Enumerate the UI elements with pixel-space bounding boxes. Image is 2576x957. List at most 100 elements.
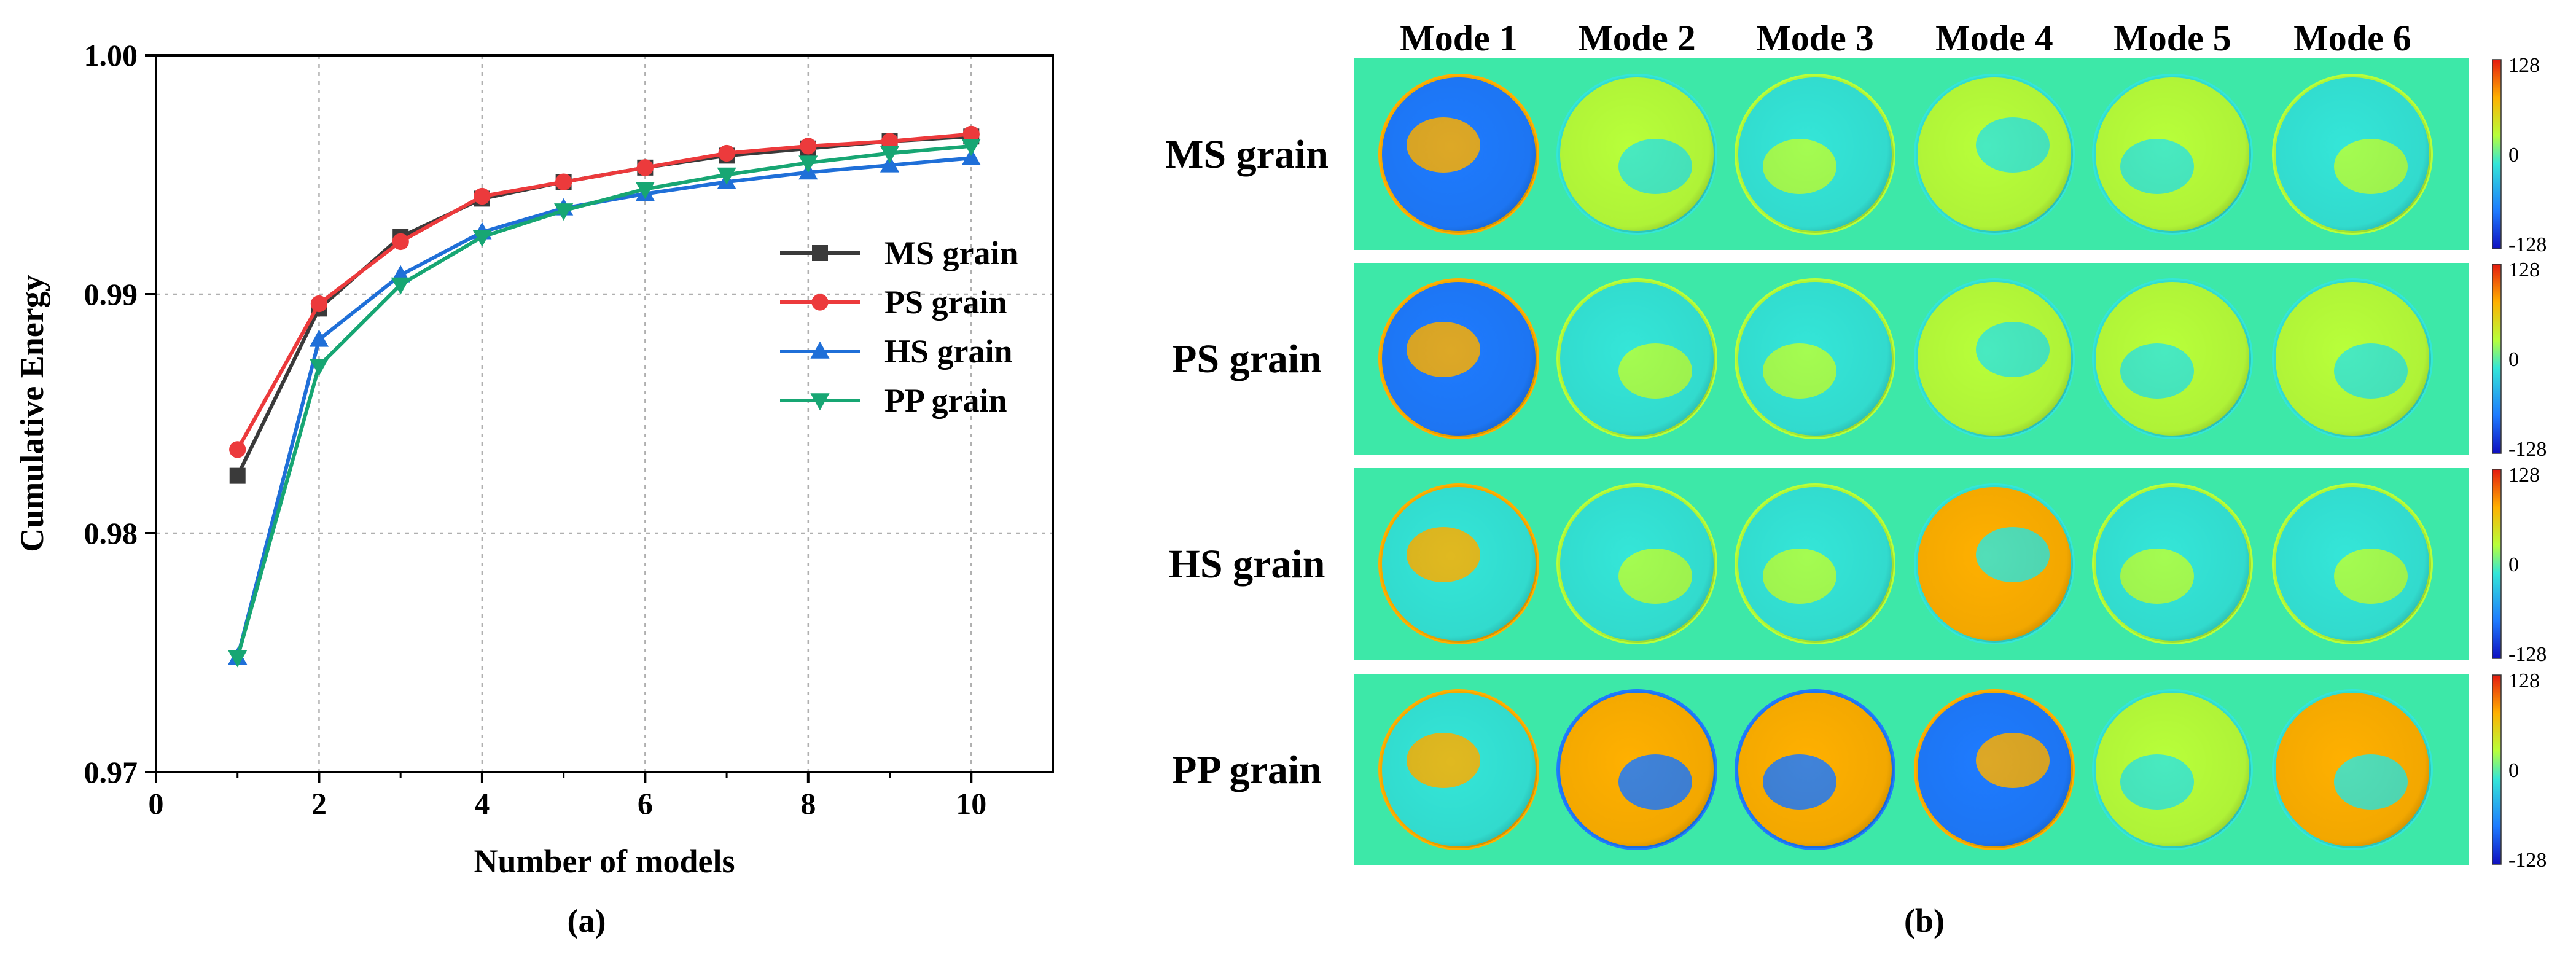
y-tick-label: 1.00 [84, 38, 138, 72]
data-point-pp-grain [472, 229, 492, 247]
data-point-ps-grain [229, 441, 246, 458]
y-tick-label: 0.98 [84, 516, 138, 550]
mode-disc [1914, 278, 2075, 439]
colorbar-min-label: -128 [2508, 643, 2547, 666]
mode-disc-shade [1736, 691, 1894, 848]
data-point-ps-grain [962, 125, 980, 143]
data-point-ms-grain [229, 467, 246, 484]
data-point-ps-grain [800, 138, 817, 155]
data-point-ps-grain [881, 133, 899, 150]
colorbar: 128 0 -128 [2492, 670, 2547, 872]
y-tick-label: 0.97 [84, 755, 138, 789]
mode-disc-shade [1558, 485, 1715, 643]
mode-row-hs-grain: HS grain 128 0 -128 [1169, 464, 2547, 666]
series-hs-grain [228, 148, 981, 665]
mode-disc [1735, 74, 1895, 235]
legend-entry-pp-grain: PP grain [780, 382, 1007, 419]
mode-disc-shade [2094, 76, 2251, 233]
mode-disc [2092, 278, 2253, 439]
panel-a-caption: (a) [568, 902, 606, 939]
panel-b-caption: (b) [1904, 902, 1945, 939]
colorbar-min-label: -128 [2508, 233, 2547, 256]
legend-entry-ps-grain: PS grain [780, 284, 1007, 321]
mode-disc-shade [1916, 691, 2073, 848]
mode-disc-shade [1916, 76, 2073, 233]
legend-marker [810, 341, 830, 359]
colorbar-gradient [2492, 59, 2502, 249]
mode-disc-shade [2094, 691, 2251, 848]
legend-marker [810, 393, 830, 411]
row-label: HS grain [1169, 542, 1325, 587]
mode-header: Mode 3 [1756, 18, 1874, 58]
legend-label: PP grain [884, 382, 1007, 419]
mode-disc-shade [1558, 76, 1715, 233]
mode-disc [2272, 483, 2433, 644]
legend: MS grain PS grain HS grain PP grain [780, 235, 1018, 419]
mode-disc [1735, 278, 1895, 439]
legend-entry-hs-grain: HS grain [780, 333, 1013, 370]
data-point-pp-grain [880, 146, 900, 163]
mode-row-ms-grain: MS grain 128 0 -128 [1165, 54, 2547, 256]
mode-disc-shade [2274, 691, 2431, 848]
mode-disc [1735, 689, 1895, 850]
mode-disc [2272, 278, 2433, 439]
legend-label: MS grain [884, 235, 1018, 271]
data-point-pp-grain [961, 139, 981, 157]
mode-disc [1378, 278, 1539, 439]
mode-disc [2092, 689, 2253, 850]
x-tick-label: 8 [800, 786, 816, 821]
data-point-hs-grain [961, 148, 981, 165]
mode-disc [2272, 689, 2433, 850]
series-line-ms-grain [236, 135, 972, 477]
mode-row-pp-grain: PP grain 128 0 -128 [1172, 670, 2547, 872]
mode-disc-shade [1916, 485, 2073, 643]
data-point-ps-grain [636, 159, 654, 176]
panel-a-line-chart: 0 2 4 6 8 10 0.97 0.98 0.99 1.00 Number of models… [14, 38, 1054, 939]
data-point-pp-grain [554, 203, 574, 221]
mode-disc-shade [1736, 76, 1894, 233]
mode-disc [1378, 689, 1539, 850]
mode-disc-shade [1380, 485, 1537, 643]
mode-disc [1556, 689, 1717, 850]
data-point-ps-grain [392, 233, 409, 251]
mode-disc [1556, 278, 1717, 439]
colorbar: 128 0 -128 [2492, 54, 2547, 256]
mode-disc-shade [1558, 691, 1715, 848]
row-label: MS grain [1165, 132, 1329, 177]
mode-disc [1735, 483, 1895, 644]
legend-marker [812, 245, 828, 261]
data-point-ps-grain [474, 187, 491, 205]
plot-frame [155, 54, 1054, 773]
x-tick-label: 4 [474, 786, 490, 821]
colorbar: 128 0 -128 [2492, 464, 2547, 666]
grid-lines [156, 55, 1053, 772]
data-point-pp-grain [798, 155, 818, 173]
colorbar-gradient [2492, 674, 2502, 865]
colorbar-max-label: 128 [2508, 259, 2540, 281]
series-line-hs-grain [235, 156, 972, 658]
mode-disc [1556, 483, 1717, 644]
colorbar-mid-label: 0 [2508, 759, 2519, 782]
mode-disc-shade [2094, 485, 2251, 643]
data-point-pp-grain [717, 167, 736, 185]
data-point-ps-grain [718, 144, 735, 162]
mode-row-ps-grain: PS grain 128 0 -128 [1172, 259, 2547, 461]
colorbar-gradient [2492, 469, 2502, 659]
mode-header: Mode 1 [1400, 18, 1518, 58]
series-ms-grain [229, 128, 980, 484]
legend-entry-ms-grain: MS grain [780, 235, 1018, 271]
colorbar-mid-label: 0 [2508, 348, 2519, 371]
mode-disc [2272, 74, 2433, 235]
x-axis-title: Number of models [474, 843, 735, 880]
mode-headers: Mode 1 Mode 2 Mode 3 Mode 4 Mode 5 Mode 6 [1400, 18, 2411, 58]
mode-disc-shade [2274, 76, 2431, 233]
mode-disc-shade [1558, 280, 1715, 437]
legend-marker [811, 294, 829, 311]
series-ps-grain [229, 125, 980, 458]
y-tick-label: 0.99 [84, 277, 138, 311]
data-point-hs-grain [880, 155, 900, 173]
colorbar: 128 0 -128 [2492, 259, 2547, 461]
series-pp-grain [228, 139, 981, 668]
mode-disc [1914, 689, 2075, 850]
colorbar-min-label: -128 [2508, 438, 2547, 461]
